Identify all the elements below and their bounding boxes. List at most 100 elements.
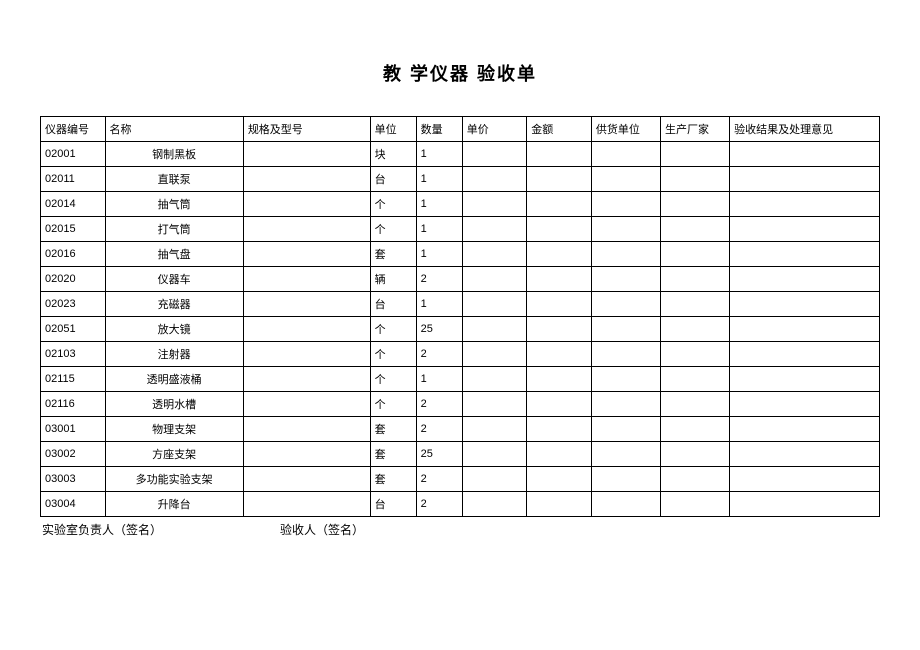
table-header-row: 仪器编号 名称 规格及型号 单位 数量 单价 金额 供货单位 生产厂家 验收结果…: [41, 117, 880, 142]
cell-price: [462, 467, 527, 492]
cell-amount: [527, 167, 592, 192]
cell-id: 02051: [41, 317, 106, 342]
cell-name: 抽气盘: [105, 242, 243, 267]
cell-id: 02015: [41, 217, 106, 242]
cell-price: [462, 292, 527, 317]
cell-result: [730, 217, 880, 242]
cell-id: 02001: [41, 142, 106, 167]
header-qty: 数量: [416, 117, 462, 142]
cell-amount: [527, 442, 592, 467]
cell-unit: 套: [370, 467, 416, 492]
cell-price: [462, 242, 527, 267]
table-row: 02020仪器车辆2: [41, 267, 880, 292]
cell-maker: [660, 192, 729, 217]
cell-unit: 套: [370, 242, 416, 267]
cell-amount: [527, 392, 592, 417]
cell-price: [462, 392, 527, 417]
cell-unit: 个: [370, 217, 416, 242]
page-title: 教 学仪器 验收单: [40, 60, 880, 86]
table-row: 02014抽气筒个1: [41, 192, 880, 217]
cell-id: 02023: [41, 292, 106, 317]
cell-amount: [527, 192, 592, 217]
cell-name: 抽气筒: [105, 192, 243, 217]
cell-supplier: [591, 167, 660, 192]
cell-amount: [527, 292, 592, 317]
cell-unit: 台: [370, 492, 416, 517]
cell-price: [462, 492, 527, 517]
cell-unit: 个: [370, 367, 416, 392]
cell-qty: 25: [416, 442, 462, 467]
table-row: 02115透明盛液桶个1: [41, 367, 880, 392]
cell-qty: 1: [416, 367, 462, 392]
cell-amount: [527, 217, 592, 242]
cell-supplier: [591, 242, 660, 267]
cell-spec: [243, 292, 370, 317]
cell-qty: 1: [416, 242, 462, 267]
cell-maker: [660, 167, 729, 192]
cell-name: 方座支架: [105, 442, 243, 467]
cell-supplier: [591, 292, 660, 317]
cell-amount: [527, 267, 592, 292]
cell-price: [462, 267, 527, 292]
lab-head-signature: 实验室负责人（签名）: [40, 523, 220, 539]
cell-result: [730, 417, 880, 442]
cell-id: 02011: [41, 167, 106, 192]
document-page: 教 学仪器 验收单 仪器编号 名称 规格及型号 单位 数量 单价 金额 供货单位…: [0, 0, 920, 559]
cell-spec: [243, 217, 370, 242]
cell-name: 直联泵: [105, 167, 243, 192]
cell-unit: 块: [370, 142, 416, 167]
cell-name: 仪器车: [105, 267, 243, 292]
cell-price: [462, 417, 527, 442]
cell-result: [730, 317, 880, 342]
cell-maker: [660, 442, 729, 467]
cell-unit: 台: [370, 167, 416, 192]
cell-unit: 辆: [370, 267, 416, 292]
table-row: 03002方座支架套25: [41, 442, 880, 467]
cell-name: 透明盛液桶: [105, 367, 243, 392]
cell-spec: [243, 417, 370, 442]
table-row: 02051放大镜个25: [41, 317, 880, 342]
cell-qty: 1: [416, 167, 462, 192]
cell-supplier: [591, 442, 660, 467]
cell-spec: [243, 142, 370, 167]
cell-maker: [660, 392, 729, 417]
cell-maker: [660, 292, 729, 317]
cell-result: [730, 267, 880, 292]
cell-result: [730, 292, 880, 317]
cell-maker: [660, 317, 729, 342]
cell-supplier: [591, 142, 660, 167]
table-body: 02001钢制黑板块102011直联泵台102014抽气筒个102015打气筒个…: [41, 142, 880, 517]
cell-price: [462, 442, 527, 467]
cell-result: [730, 192, 880, 217]
cell-qty: 25: [416, 317, 462, 342]
header-supplier: 供货单位: [591, 117, 660, 142]
inspection-table: 仪器编号 名称 规格及型号 单位 数量 单价 金额 供货单位 生产厂家 验收结果…: [40, 116, 880, 517]
cell-unit: 个: [370, 342, 416, 367]
cell-unit: 套: [370, 442, 416, 467]
header-unit: 单位: [370, 117, 416, 142]
cell-maker: [660, 417, 729, 442]
cell-supplier: [591, 467, 660, 492]
cell-id: 02103: [41, 342, 106, 367]
cell-price: [462, 192, 527, 217]
cell-spec: [243, 392, 370, 417]
cell-amount: [527, 467, 592, 492]
cell-name: 充磁器: [105, 292, 243, 317]
cell-price: [462, 367, 527, 392]
cell-supplier: [591, 417, 660, 442]
cell-amount: [527, 492, 592, 517]
cell-name: 多功能实验支架: [105, 467, 243, 492]
cell-result: [730, 167, 880, 192]
cell-id: 03003: [41, 467, 106, 492]
signature-row: 实验室负责人（签名） 验收人（签名）: [40, 523, 880, 539]
cell-name: 钢制黑板: [105, 142, 243, 167]
cell-price: [462, 342, 527, 367]
header-name: 名称: [105, 117, 243, 142]
cell-supplier: [591, 392, 660, 417]
cell-qty: 2: [416, 417, 462, 442]
cell-qty: 1: [416, 217, 462, 242]
cell-id: 02020: [41, 267, 106, 292]
cell-name: 注射器: [105, 342, 243, 367]
cell-maker: [660, 342, 729, 367]
cell-maker: [660, 217, 729, 242]
